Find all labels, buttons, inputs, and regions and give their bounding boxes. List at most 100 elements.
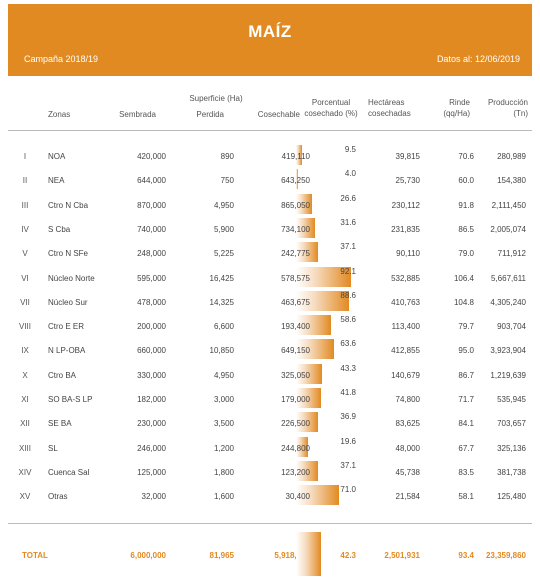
- pct-bar-area: [296, 435, 356, 459]
- produccion-value: 5,667,611: [491, 273, 526, 283]
- produccion-value: 2,005,074: [490, 224, 526, 234]
- row-number: XV: [19, 492, 31, 502]
- pct-bar-area: [296, 240, 356, 264]
- hectareas-value: 410,763: [391, 297, 420, 307]
- cosechable-value: 179,000: [281, 395, 310, 404]
- pct-bar-area: [296, 410, 356, 434]
- header-sembrada: Sembrada: [119, 110, 156, 119]
- pct-bar: [296, 460, 319, 481]
- pct-value: 43.3: [340, 363, 356, 373]
- hectareas-value: 140,679: [391, 370, 420, 380]
- total-perdida: 81,965: [209, 551, 234, 560]
- produccion-value: 535,945: [497, 395, 526, 404]
- table-row: XIII SL 246,000 1,200 244,800 48,000 67.7 325,1…: [8, 435, 532, 459]
- pct-value: 19.6: [340, 436, 356, 446]
- hectareas-value: 48,000: [395, 443, 420, 453]
- hectareas-value: 21,584: [395, 492, 420, 502]
- pct-value: 26.6: [340, 193, 356, 203]
- cosechable-value: 649,150: [281, 346, 310, 356]
- row-number: II: [22, 176, 28, 186]
- pct-bar: [296, 242, 319, 263]
- perdida-value: 1,600: [213, 492, 234, 502]
- zone-name: Otras: [48, 492, 68, 502]
- total-label: TOTAL: [22, 551, 48, 560]
- total-divider: [8, 523, 532, 524]
- pct-bar-area: [296, 362, 356, 386]
- perdida-value: 4,950: [213, 370, 234, 380]
- row-number: IV: [21, 224, 29, 234]
- produccion-value: 3,923,904: [490, 346, 526, 356]
- zone-name: N LP-OBA: [48, 346, 86, 356]
- table-row: XIV Cuenca Sal 125,000 1,800 123,200 45,738 83…: [8, 459, 532, 483]
- sembrada-value: 125,000: [137, 467, 166, 477]
- table-row: II NEA 644,000 750 643,250 25,730 60.0 154,380 4…: [8, 167, 532, 191]
- header-cosechable: Cosechable: [257, 110, 300, 119]
- total-hectareas: 2,501,931: [384, 551, 420, 560]
- table-row: XI SO BA-S LP 182,000 3,000 179,000 74,800 71.…: [8, 386, 532, 410]
- cosechable-value: 193,400: [281, 322, 310, 332]
- rinde-value: 60.0: [458, 176, 474, 186]
- rinde-value: 79.0: [458, 249, 474, 259]
- perdida-value: 6,600: [213, 322, 234, 332]
- table-row: VIII Ctro E ER 200,000 6,600 193,400 113,400 7…: [8, 313, 532, 337]
- produccion-value: 2,111,450: [491, 200, 526, 210]
- row-number: XIII: [18, 443, 31, 453]
- produccion-value: 280,989: [497, 152, 526, 161]
- sembrada-value: 182,000: [137, 395, 166, 404]
- sembrada-value: 660,000: [137, 346, 166, 356]
- total-produccion: 23,359,860: [485, 551, 526, 560]
- pct-bar-area: [296, 386, 356, 410]
- hectareas-value: 83,625: [395, 419, 420, 429]
- sembrada-value: 246,000: [137, 443, 166, 453]
- pct-bar: [296, 145, 302, 165]
- pct-bar: [296, 315, 332, 336]
- zone-name: Ctro E ER: [48, 322, 85, 332]
- pct-bar-area: [296, 313, 356, 337]
- cosechable-value: 244,800: [281, 443, 310, 453]
- header-divider: [8, 130, 532, 131]
- hectareas-value: 90,110: [396, 249, 420, 259]
- pct-bar-area: [296, 337, 356, 361]
- rinde-value: 86.5: [458, 224, 474, 234]
- table-row: XV Otras 32,000 1,600 30,400 21,584 58.1 125,48…: [8, 483, 532, 507]
- produccion-value: 381,738: [497, 467, 526, 477]
- zone-name: Ctro BA: [48, 370, 77, 380]
- cosechable-value: 578,575: [281, 273, 310, 283]
- produccion-value: 325,136: [497, 443, 526, 453]
- pct-bar: [296, 436, 308, 457]
- header-rinde: Rinde (qq/Ha): [443, 98, 470, 118]
- row-number: V: [22, 249, 28, 259]
- total-rinde: 93.4: [458, 551, 474, 560]
- produccion-value: 154,380: [497, 176, 526, 186]
- hectareas-value: 74,800: [395, 395, 420, 404]
- perdida-value: 750: [220, 176, 234, 186]
- rinde-value: 70.6: [458, 152, 474, 161]
- perdida-value: 5,900: [213, 224, 234, 234]
- sembrada-value: 644,000: [137, 176, 166, 186]
- sembrada-value: 595,000: [137, 273, 166, 283]
- sembrada-value: 420,000: [137, 152, 166, 161]
- hectareas-value: 412,855: [391, 346, 420, 356]
- row-number: VI: [21, 273, 29, 283]
- perdida-value: 5,225: [213, 249, 234, 259]
- pct-value: 4.0: [344, 169, 356, 179]
- hectareas-value: 113,400: [391, 322, 420, 332]
- cosechable-value: 643,250: [281, 176, 310, 186]
- rinde-value: 71.7: [458, 395, 474, 404]
- total-pct: 42.3: [340, 551, 356, 560]
- cosechable-value: 734,100: [281, 224, 310, 234]
- pct-value: 37.1: [340, 242, 356, 252]
- cosechable-value: 242,775: [281, 249, 310, 259]
- title-banner: MAÍZ Campaña 2018/19 Datos al: 12/06/201…: [8, 4, 532, 76]
- table-row: X Ctro BA 330,000 4,950 325,050 140,679 86.7 1,…: [8, 362, 532, 386]
- zone-name: Ctro N SFe: [48, 249, 89, 259]
- perdida-value: 3,500: [213, 419, 234, 429]
- table-row: VII Núcleo Sur 478,000 14,325 463,675 410,763…: [8, 289, 532, 313]
- rinde-value: 58.1: [458, 492, 474, 502]
- header-perdida: Perdida: [196, 110, 224, 119]
- pct-bar-area: [296, 192, 356, 216]
- table-row: I NOA 420,000 890 419,110 39,815 70.6 280,989 9.…: [8, 143, 532, 167]
- perdida-value: 1,200: [213, 443, 234, 453]
- pct-bar: [296, 217, 315, 238]
- pct-bar-area: [296, 459, 356, 483]
